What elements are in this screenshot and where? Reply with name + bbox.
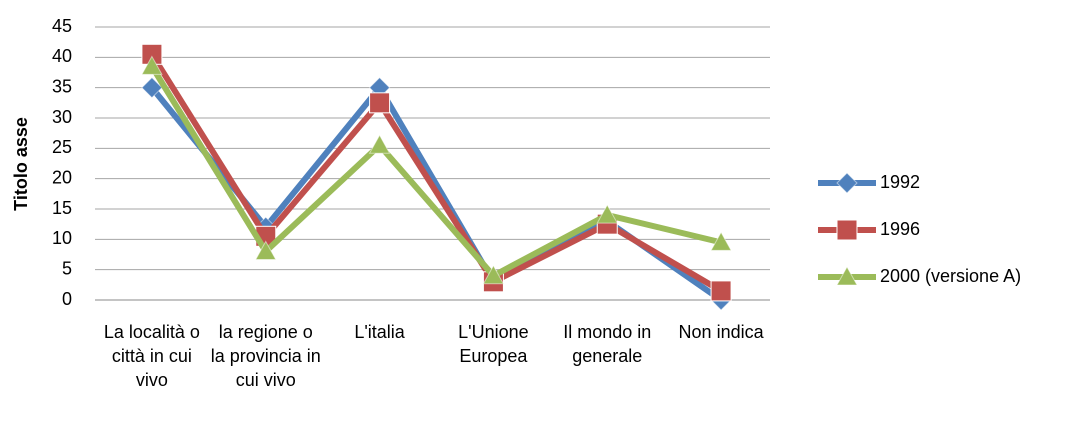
x-tick-label: Non indica (678, 322, 764, 342)
x-tick-label: la regione o la provincia in cui vivo (210, 322, 321, 390)
marker (254, 240, 277, 260)
x-tick-label: La località o città in cui vivo (103, 322, 200, 390)
marker (369, 92, 391, 114)
marker (141, 55, 163, 75)
legend-label: 1996 (880, 219, 920, 239)
marker (836, 219, 858, 241)
series-line (149, 52, 723, 294)
y-tick-label: 40 (52, 46, 72, 66)
marker (482, 264, 505, 285)
marker (710, 231, 732, 251)
marker (596, 204, 619, 224)
x-tick-label: L'Unione Europea (458, 322, 529, 366)
y-tick-label: 30 (52, 107, 72, 127)
y-tick-label: 45 (52, 16, 72, 36)
legend-label: 2000 (versione A) (880, 266, 1021, 286)
marker (368, 134, 391, 154)
marker (836, 265, 858, 286)
y-tick-label: 35 (52, 76, 72, 96)
marker (836, 172, 858, 194)
marker (710, 280, 732, 302)
y-tick-label: 5 (62, 258, 72, 278)
y-axis-title: Titolo asse (11, 117, 31, 211)
x-tick-label: L'italia (354, 322, 405, 342)
marker (141, 76, 163, 99)
y-tick-label: 25 (52, 137, 72, 157)
y-tick-label: 0 (62, 289, 72, 309)
y-tick-label: 10 (52, 228, 72, 248)
y-tick-label: 15 (52, 198, 72, 218)
x-tick-label: Il mondo in generale (563, 322, 652, 366)
y-tick-label: 20 (52, 167, 72, 187)
legend-label: 1992 (880, 172, 920, 192)
series-line (149, 64, 722, 279)
